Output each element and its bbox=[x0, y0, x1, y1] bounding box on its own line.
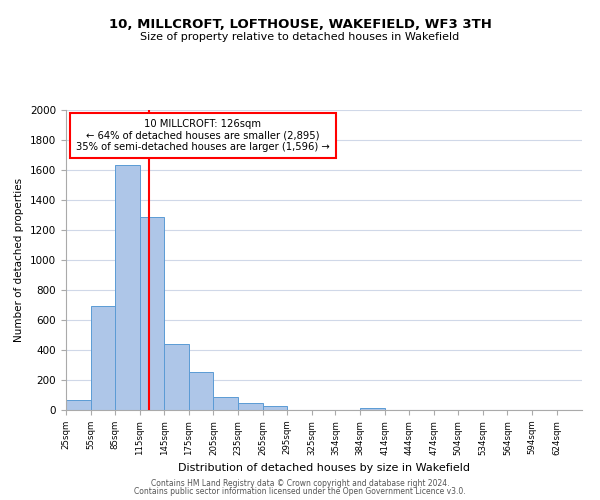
Y-axis label: Number of detached properties: Number of detached properties bbox=[14, 178, 25, 342]
Text: Contains public sector information licensed under the Open Government Licence v3: Contains public sector information licen… bbox=[134, 487, 466, 496]
Bar bbox=[140, 217, 164, 410]
Bar bbox=[360, 408, 385, 410]
Text: 10, MILLCROFT, LOFTHOUSE, WAKEFIELD, WF3 3TH: 10, MILLCROFT, LOFTHOUSE, WAKEFIELD, WF3… bbox=[109, 18, 491, 30]
Bar bbox=[238, 402, 263, 410]
Bar bbox=[263, 406, 287, 410]
X-axis label: Distribution of detached houses by size in Wakefield: Distribution of detached houses by size … bbox=[178, 463, 470, 473]
Bar bbox=[214, 396, 238, 410]
Bar bbox=[164, 344, 189, 410]
Bar bbox=[115, 165, 140, 410]
Text: 10 MILLCROFT: 126sqm
← 64% of detached houses are smaller (2,895)
35% of semi-de: 10 MILLCROFT: 126sqm ← 64% of detached h… bbox=[76, 119, 329, 152]
Bar bbox=[189, 372, 214, 410]
Text: Size of property relative to detached houses in Wakefield: Size of property relative to detached ho… bbox=[140, 32, 460, 42]
Text: Contains HM Land Registry data © Crown copyright and database right 2024.: Contains HM Land Registry data © Crown c… bbox=[151, 478, 449, 488]
Bar bbox=[91, 306, 115, 410]
Bar bbox=[66, 400, 91, 410]
